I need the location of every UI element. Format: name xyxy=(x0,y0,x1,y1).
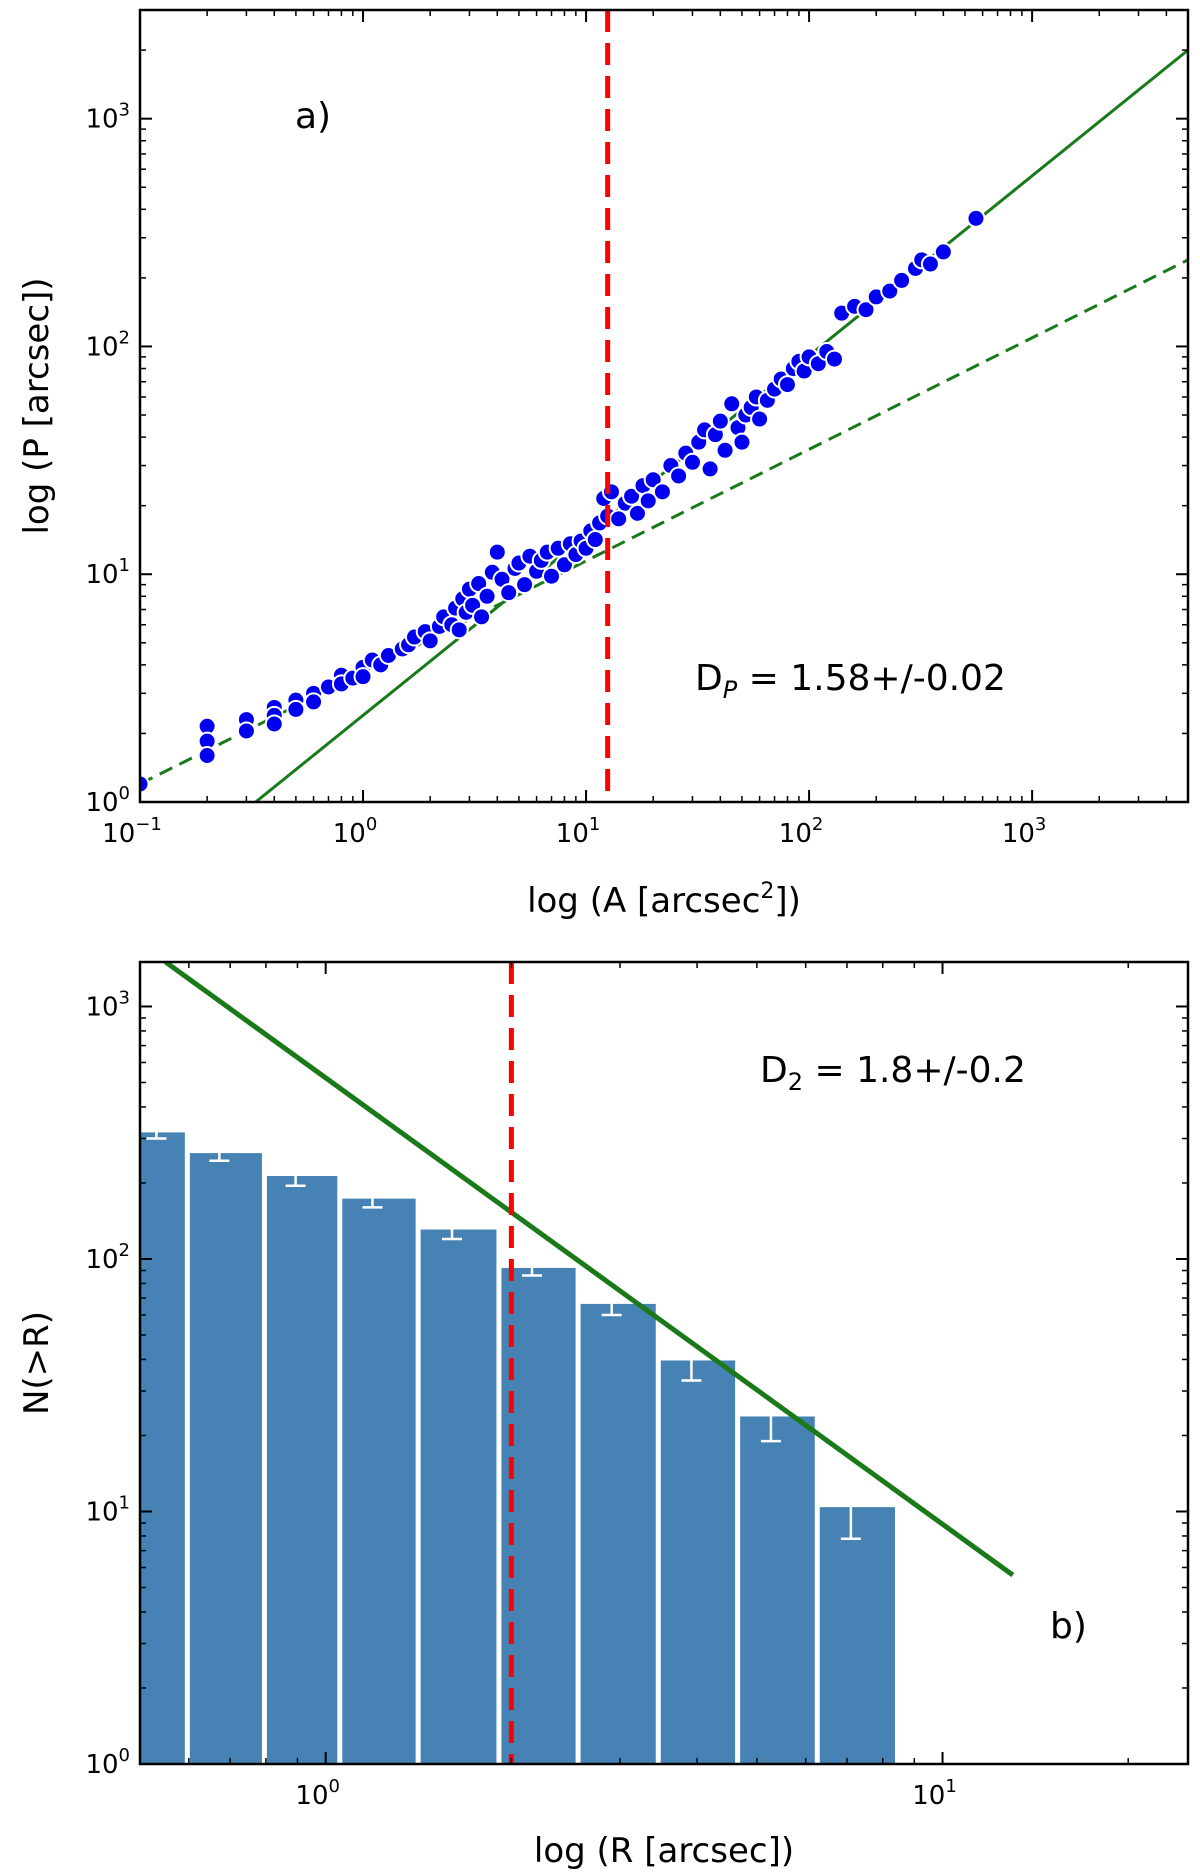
errorbar-2 xyxy=(285,1164,306,1187)
xtick-label-0: 100 xyxy=(295,1776,340,1811)
xtick-label-1: 100 xyxy=(333,814,378,849)
plot-area-b xyxy=(140,962,1015,1764)
xtick-label-0: 10−1 xyxy=(102,814,162,849)
xtick-label-3: 102 xyxy=(779,814,824,849)
fractal-dimension-annotation: DP = 1.58+/-0.02 xyxy=(695,658,1006,704)
scatter-point-77 xyxy=(700,459,720,479)
scatter-point-8 xyxy=(264,714,284,734)
scatter-point-107 xyxy=(920,254,940,274)
axes-frame-b xyxy=(138,960,1190,1766)
y-axis-label: N(>R) xyxy=(17,1311,57,1415)
bar-0 xyxy=(140,1130,187,1764)
ytick-label-2: 102 xyxy=(85,1240,130,1275)
scatter-point-40 xyxy=(487,542,507,562)
ytick-label-3: 103 xyxy=(85,100,130,135)
scatter-point-91 xyxy=(777,375,797,395)
scatter-point-68 xyxy=(638,491,658,511)
scatter-point-42 xyxy=(499,583,519,603)
ytick-label-0: 100 xyxy=(85,1745,130,1780)
x-axis-label: log (R [arcsec]) xyxy=(534,1831,794,1871)
ytick-label-1: 101 xyxy=(85,1492,130,1527)
panel-b-plot: 100 101 100 101 102 103 log (R [arcsec]) N(>R) b… xyxy=(17,960,1190,1871)
panel-label: a) xyxy=(295,96,331,137)
fit-dashed xyxy=(140,258,1188,786)
scatter-point-50 xyxy=(542,566,562,586)
scatter-point-18 xyxy=(353,667,373,687)
scatter-point-103 xyxy=(880,281,900,301)
scatter-point-58 xyxy=(585,530,605,550)
scatter-point-70 xyxy=(652,482,672,502)
scatter-point-79 xyxy=(710,411,730,431)
scatter-point-101 xyxy=(856,300,876,320)
bar-3 xyxy=(340,1196,418,1764)
scatter-point-109 xyxy=(966,208,986,228)
scatter-point-72 xyxy=(669,466,689,486)
scatter-point-3 xyxy=(197,746,217,766)
scatter-point-31 xyxy=(449,620,469,640)
scatter-point-0 xyxy=(140,774,150,794)
scatter-point-98 xyxy=(824,349,844,369)
bar-5 xyxy=(499,1265,578,1764)
y-axis-label: log (P [arcsec]) xyxy=(17,277,57,534)
fit-line xyxy=(164,962,1015,1578)
scatter-point-5 xyxy=(236,721,256,741)
scatter-point-80 xyxy=(715,440,735,460)
bar-4 xyxy=(418,1227,499,1764)
scatter-point-37 xyxy=(472,607,492,627)
scatter-point-81 xyxy=(722,394,742,414)
bar-8 xyxy=(738,1414,817,1764)
bar-1 xyxy=(187,1151,264,1764)
scatter-point-87 xyxy=(750,409,770,429)
errorbar-1 xyxy=(209,1142,230,1162)
x-axis-label: log (A [arcsec2]) xyxy=(527,879,801,921)
bar-2 xyxy=(264,1174,340,1764)
plot-area-a xyxy=(140,10,1188,802)
xtick-label-4: 103 xyxy=(1002,814,1047,849)
ytick-label-1: 101 xyxy=(85,555,130,590)
scatter-point-66 xyxy=(627,503,647,523)
scatter-point-104 xyxy=(892,270,912,290)
scatter-point-63 xyxy=(609,509,629,529)
bar-7 xyxy=(658,1358,738,1764)
bar-6 xyxy=(578,1301,658,1764)
ytick-label-0: 100 xyxy=(85,783,130,818)
errorbar-3 xyxy=(362,1187,383,1209)
xtick-label-2: 101 xyxy=(556,814,601,849)
scatter-point-45 xyxy=(515,575,535,595)
errorbar-4 xyxy=(442,1216,463,1241)
errorbar-0 xyxy=(146,1125,167,1140)
fractal-dimension-annotation: D2 = 1.8+/-0.2 xyxy=(760,1050,1026,1096)
panel-label: b) xyxy=(1050,1606,1087,1647)
xtick-label-1: 101 xyxy=(912,1776,957,1811)
scatter-point-74 xyxy=(682,452,702,472)
scatter-point-38 xyxy=(477,586,497,606)
scatter-point-12 xyxy=(304,692,324,712)
scatter-point-26 xyxy=(420,631,440,651)
errorbar-5 xyxy=(522,1253,543,1277)
bar-9 xyxy=(817,1505,897,1764)
ytick-label-2: 102 xyxy=(85,327,130,362)
errorbar-9 xyxy=(840,1473,861,1540)
scatter-point-10 xyxy=(286,699,306,719)
ytick-label-3: 103 xyxy=(85,987,130,1022)
axes-frame-a xyxy=(138,8,1190,804)
scatter-point-83 xyxy=(732,432,752,452)
scatter-point-108 xyxy=(933,242,953,262)
